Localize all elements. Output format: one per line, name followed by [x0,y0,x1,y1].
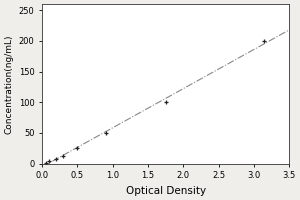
Y-axis label: Concentration(ng/mL): Concentration(ng/mL) [4,34,13,134]
X-axis label: Optical Density: Optical Density [126,186,206,196]
